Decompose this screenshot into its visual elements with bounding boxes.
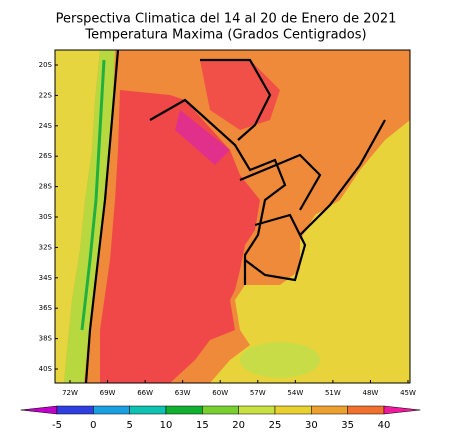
- lon-label: 60W: [212, 389, 228, 397]
- atlantic: [210, 120, 410, 383]
- lon-label: 57W: [250, 389, 266, 397]
- colorbar-label: 25: [269, 420, 282, 431]
- colorbar-label: 5: [126, 420, 132, 431]
- colorbar-label: 35: [341, 420, 354, 431]
- colorbar-segment: [274, 405, 312, 415]
- lon-label: 45W: [400, 389, 416, 397]
- colorbar-label: 30: [305, 420, 318, 431]
- colorbar-segment: [165, 405, 203, 415]
- colorbar-low: [20, 405, 58, 415]
- argentina-hot: [100, 90, 260, 383]
- colorbar-segment: [129, 405, 167, 415]
- colorbar-label: -5: [52, 420, 62, 431]
- lat-label: 40S: [39, 365, 53, 373]
- lon-label: 63W: [175, 389, 191, 397]
- lat-label: 20S: [39, 61, 53, 69]
- colorbar-segment: [347, 405, 385, 415]
- colorbar-segment: [311, 405, 348, 415]
- lat-label: 32S: [39, 243, 53, 251]
- title: Perspectiva Climatica del 14 al 20 de En…: [56, 12, 397, 27]
- map: [54, 49, 411, 384]
- colorbar-segment: [93, 405, 130, 415]
- lat-label: 36S: [39, 304, 53, 312]
- lat-label: 34S: [39, 274, 53, 282]
- andes: [64, 50, 115, 383]
- colorbar-segment: [202, 405, 239, 415]
- colorbar-segment: [238, 405, 276, 415]
- lat-label: 24S: [39, 122, 53, 130]
- subtitle: Temperatura Maxima (Grados Centigrados): [84, 28, 366, 43]
- lat-label: 22S: [39, 91, 53, 99]
- lon-label: 54W: [287, 389, 303, 397]
- colorbar-high: [383, 405, 421, 415]
- andes-cold: [80, 59, 106, 331]
- lat-label: 28S: [39, 183, 53, 191]
- colorbar-segment: [56, 405, 94, 415]
- colorbar-label: 20: [232, 420, 245, 431]
- lat-label: 26S: [39, 152, 53, 160]
- borders: [84, 49, 386, 384]
- extreme-heat: [175, 110, 230, 165]
- lat-label: 38S: [39, 335, 53, 343]
- ocean-patch: [240, 342, 320, 378]
- lon-label: 69W: [100, 389, 116, 397]
- lon-label: 48W: [363, 389, 379, 397]
- pacific: [55, 50, 100, 383]
- colorbar-label: 0: [90, 420, 96, 431]
- lon-label: 51W: [325, 389, 341, 397]
- lon-label: 72W: [62, 389, 78, 397]
- colorbar-label: 40: [378, 420, 391, 431]
- colorbar-label: 15: [196, 420, 209, 431]
- lat-label: 30S: [39, 213, 53, 221]
- lon-label: 66W: [137, 389, 153, 397]
- colorbar-label: 10: [160, 420, 173, 431]
